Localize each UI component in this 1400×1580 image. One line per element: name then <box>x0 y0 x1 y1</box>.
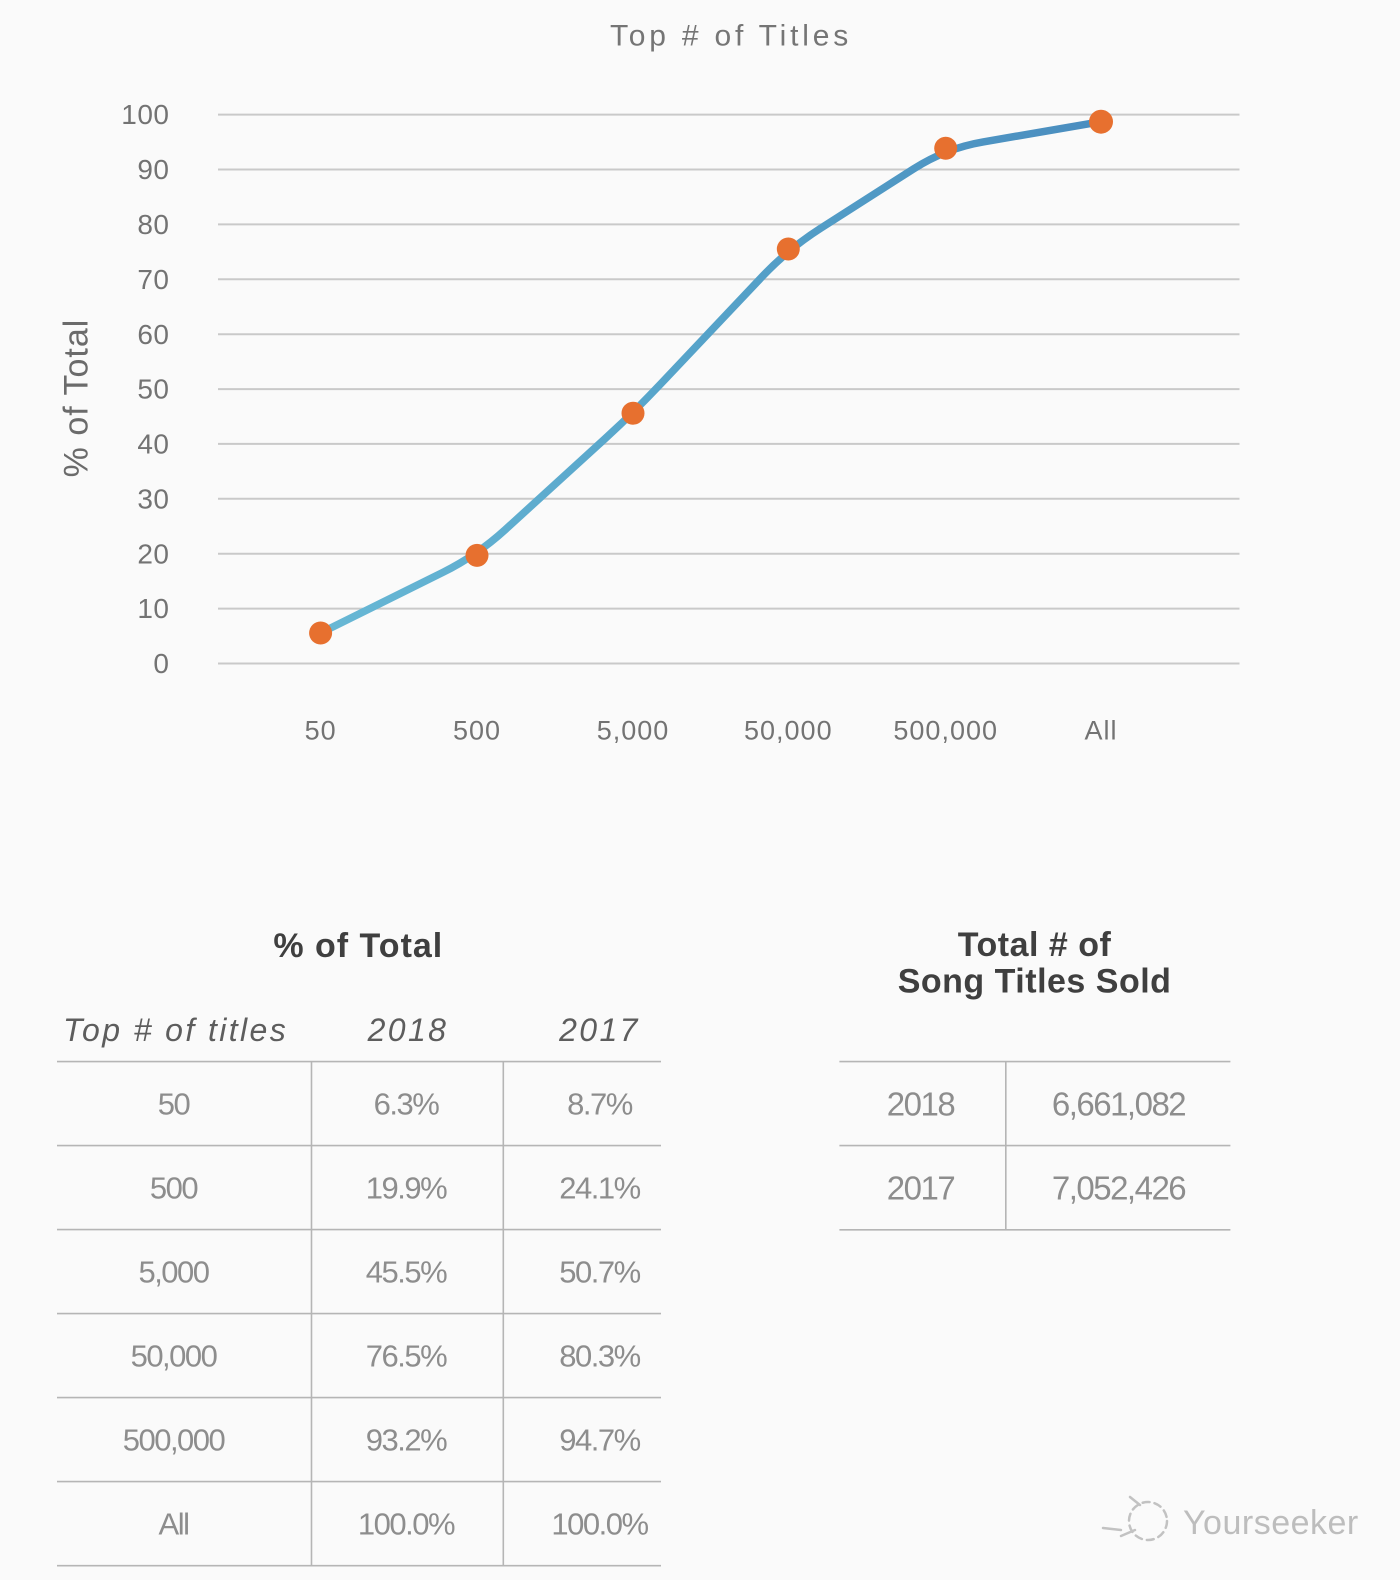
svg-text:10: 10 <box>137 593 169 624</box>
svg-text:5,000: 5,000 <box>597 716 670 746</box>
svg-text:0: 0 <box>153 648 169 679</box>
svg-text:50: 50 <box>158 1086 191 1121</box>
svg-text:50: 50 <box>137 374 169 405</box>
svg-text:7,052,426: 7,052,426 <box>1052 1169 1185 1206</box>
svg-text:500,000: 500,000 <box>123 1422 226 1457</box>
svg-text:80.3%: 80.3% <box>559 1338 640 1373</box>
svg-text:2018: 2018 <box>887 1085 955 1122</box>
svg-text:100.0%: 100.0% <box>551 1506 648 1541</box>
svg-text:45.5%: 45.5% <box>366 1254 447 1289</box>
svg-text:500: 500 <box>150 1170 198 1205</box>
svg-text:100: 100 <box>121 99 169 130</box>
svg-text:24.1%: 24.1% <box>559 1170 640 1205</box>
svg-text:Total # of: Total # of <box>958 926 1112 964</box>
svg-text:All: All <box>159 1506 189 1541</box>
svg-text:70: 70 <box>137 264 169 295</box>
svg-text:80: 80 <box>137 209 169 240</box>
svg-text:6,661,082: 6,661,082 <box>1052 1085 1185 1122</box>
svg-text:50,000: 50,000 <box>744 716 833 746</box>
svg-text:93.2%: 93.2% <box>366 1422 447 1457</box>
svg-text:500,000: 500,000 <box>893 716 998 746</box>
svg-text:% of Total: % of Total <box>273 927 443 965</box>
svg-text:40: 40 <box>137 429 169 460</box>
svg-text:94.7%: 94.7% <box>559 1422 640 1457</box>
svg-text:Top # of titles: Top # of titles <box>63 1012 288 1048</box>
svg-text:76.5%: 76.5% <box>366 1338 447 1373</box>
svg-text:Top # of Titles: Top # of Titles <box>610 20 852 53</box>
svg-text:5,000: 5,000 <box>138 1254 209 1289</box>
svg-text:Yourseeker: Yourseeker <box>1183 1504 1359 1542</box>
svg-text:2017: 2017 <box>887 1169 955 1206</box>
svg-text:20: 20 <box>137 538 169 569</box>
svg-text:50,000: 50,000 <box>131 1338 218 1373</box>
svg-text:2018: 2018 <box>367 1012 449 1048</box>
svg-text:8.7%: 8.7% <box>567 1086 633 1121</box>
svg-text:50.7%: 50.7% <box>559 1254 640 1289</box>
svg-text:100.0%: 100.0% <box>358 1506 455 1541</box>
svg-text:500: 500 <box>453 716 501 746</box>
svg-text:60: 60 <box>137 319 169 350</box>
svg-text:Song Titles Sold: Song Titles Sold <box>898 963 1172 1001</box>
svg-text:50: 50 <box>305 716 337 746</box>
svg-text:19.9%: 19.9% <box>366 1170 447 1205</box>
svg-text:6.3%: 6.3% <box>374 1086 440 1121</box>
svg-text:90: 90 <box>137 154 169 185</box>
svg-text:% of Total: % of Total <box>58 319 96 478</box>
svg-text:2017: 2017 <box>558 1012 640 1048</box>
svg-text:30: 30 <box>137 483 169 514</box>
svg-text:All: All <box>1084 716 1117 746</box>
